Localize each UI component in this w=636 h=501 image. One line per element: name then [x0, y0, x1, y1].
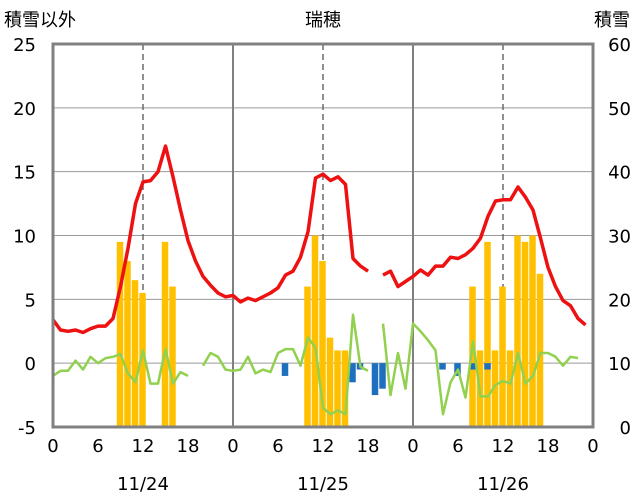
precip_change_neg-bar [349, 363, 356, 383]
precip_change_neg-bar [439, 363, 446, 370]
snow_depth-bar [514, 235, 521, 427]
x-tick-label: 18 [537, 436, 560, 457]
left-axis-label: 積雪以外 [4, 10, 76, 31]
precip_change_neg-bar [371, 363, 379, 396]
date-label: 11/25 [297, 474, 349, 495]
x-tick-label: 12 [492, 436, 515, 457]
wind-line [381, 322, 579, 416]
snow_depth-bar [326, 337, 334, 427]
temperature-line [382, 185, 587, 327]
right-tick-label: 40 [608, 163, 631, 184]
snow_depth-bar [304, 286, 311, 427]
snow_depth-bar [506, 350, 514, 427]
temperature-line [51, 144, 369, 335]
x-tick-label: 18 [177, 436, 200, 457]
snow_depth-bar [311, 235, 319, 427]
x-tick-label: 0 [47, 436, 58, 457]
x-tick-label: 6 [92, 436, 103, 457]
snow_depth-bar [499, 286, 506, 427]
x-tick-label: 12 [132, 436, 155, 457]
x-tick-label: 6 [452, 436, 463, 457]
x-tick-label: 0 [407, 436, 418, 457]
left-tick-label: 15 [13, 163, 36, 184]
grid-layer [53, 43, 593, 428]
bars-layer [116, 235, 544, 427]
snow_depth-bar [521, 241, 529, 427]
snow_depth-bar [169, 286, 176, 427]
snow_depth-bar [116, 241, 124, 427]
plot-frame [51, 42, 595, 429]
right-tick-label: 60 [608, 35, 631, 56]
snow_depth-bar [536, 273, 544, 427]
snow_depth-bar [341, 350, 349, 427]
snow_depth-bar [469, 286, 476, 427]
x-tick-label: 6 [272, 436, 283, 457]
right-tick-label: 50 [608, 99, 631, 120]
precip_change_neg-bar [379, 363, 386, 389]
right-tick-label: 20 [608, 290, 631, 311]
snow_depth-bar [131, 280, 139, 427]
date-label: 11/26 [477, 474, 529, 495]
snow_depth-bar [319, 261, 326, 427]
date-label: 11/24 [117, 474, 169, 495]
right-tick-label: 10 [608, 354, 631, 375]
snow_depth-bar [529, 235, 536, 427]
precip_change_neg-bar [469, 363, 476, 370]
left-tick-label: 25 [13, 35, 36, 56]
left-tick-label: 0 [25, 354, 36, 375]
precip_change_neg-bar [281, 363, 289, 376]
x-tick-label: 12 [312, 436, 335, 457]
snow_depth-bar [161, 241, 169, 427]
left-tick-label: -5 [18, 418, 36, 439]
precip_change_neg-bar [484, 363, 491, 370]
left-tick-label: 20 [13, 99, 36, 120]
chart-title: 瑞穂 [305, 10, 341, 31]
right-tick-label: 30 [608, 227, 631, 248]
snow_depth-bar [334, 350, 341, 427]
right-axis-label: 積雪 [594, 10, 630, 31]
snow_depth-bar [491, 350, 499, 427]
snow_depth-bar [484, 241, 491, 427]
snow_depth-bar [139, 292, 146, 427]
wind-line [201, 313, 369, 416]
x-tick-label: 18 [357, 436, 380, 457]
x-tick-label: 0 [587, 436, 598, 457]
left-tick-label: 5 [25, 290, 36, 311]
left-tick-label: 10 [13, 227, 36, 248]
right-tick-label: 0 [620, 418, 631, 439]
x-tick-label: 0 [227, 436, 238, 457]
snow_depth-bar [124, 261, 131, 427]
wind-line [52, 347, 189, 385]
